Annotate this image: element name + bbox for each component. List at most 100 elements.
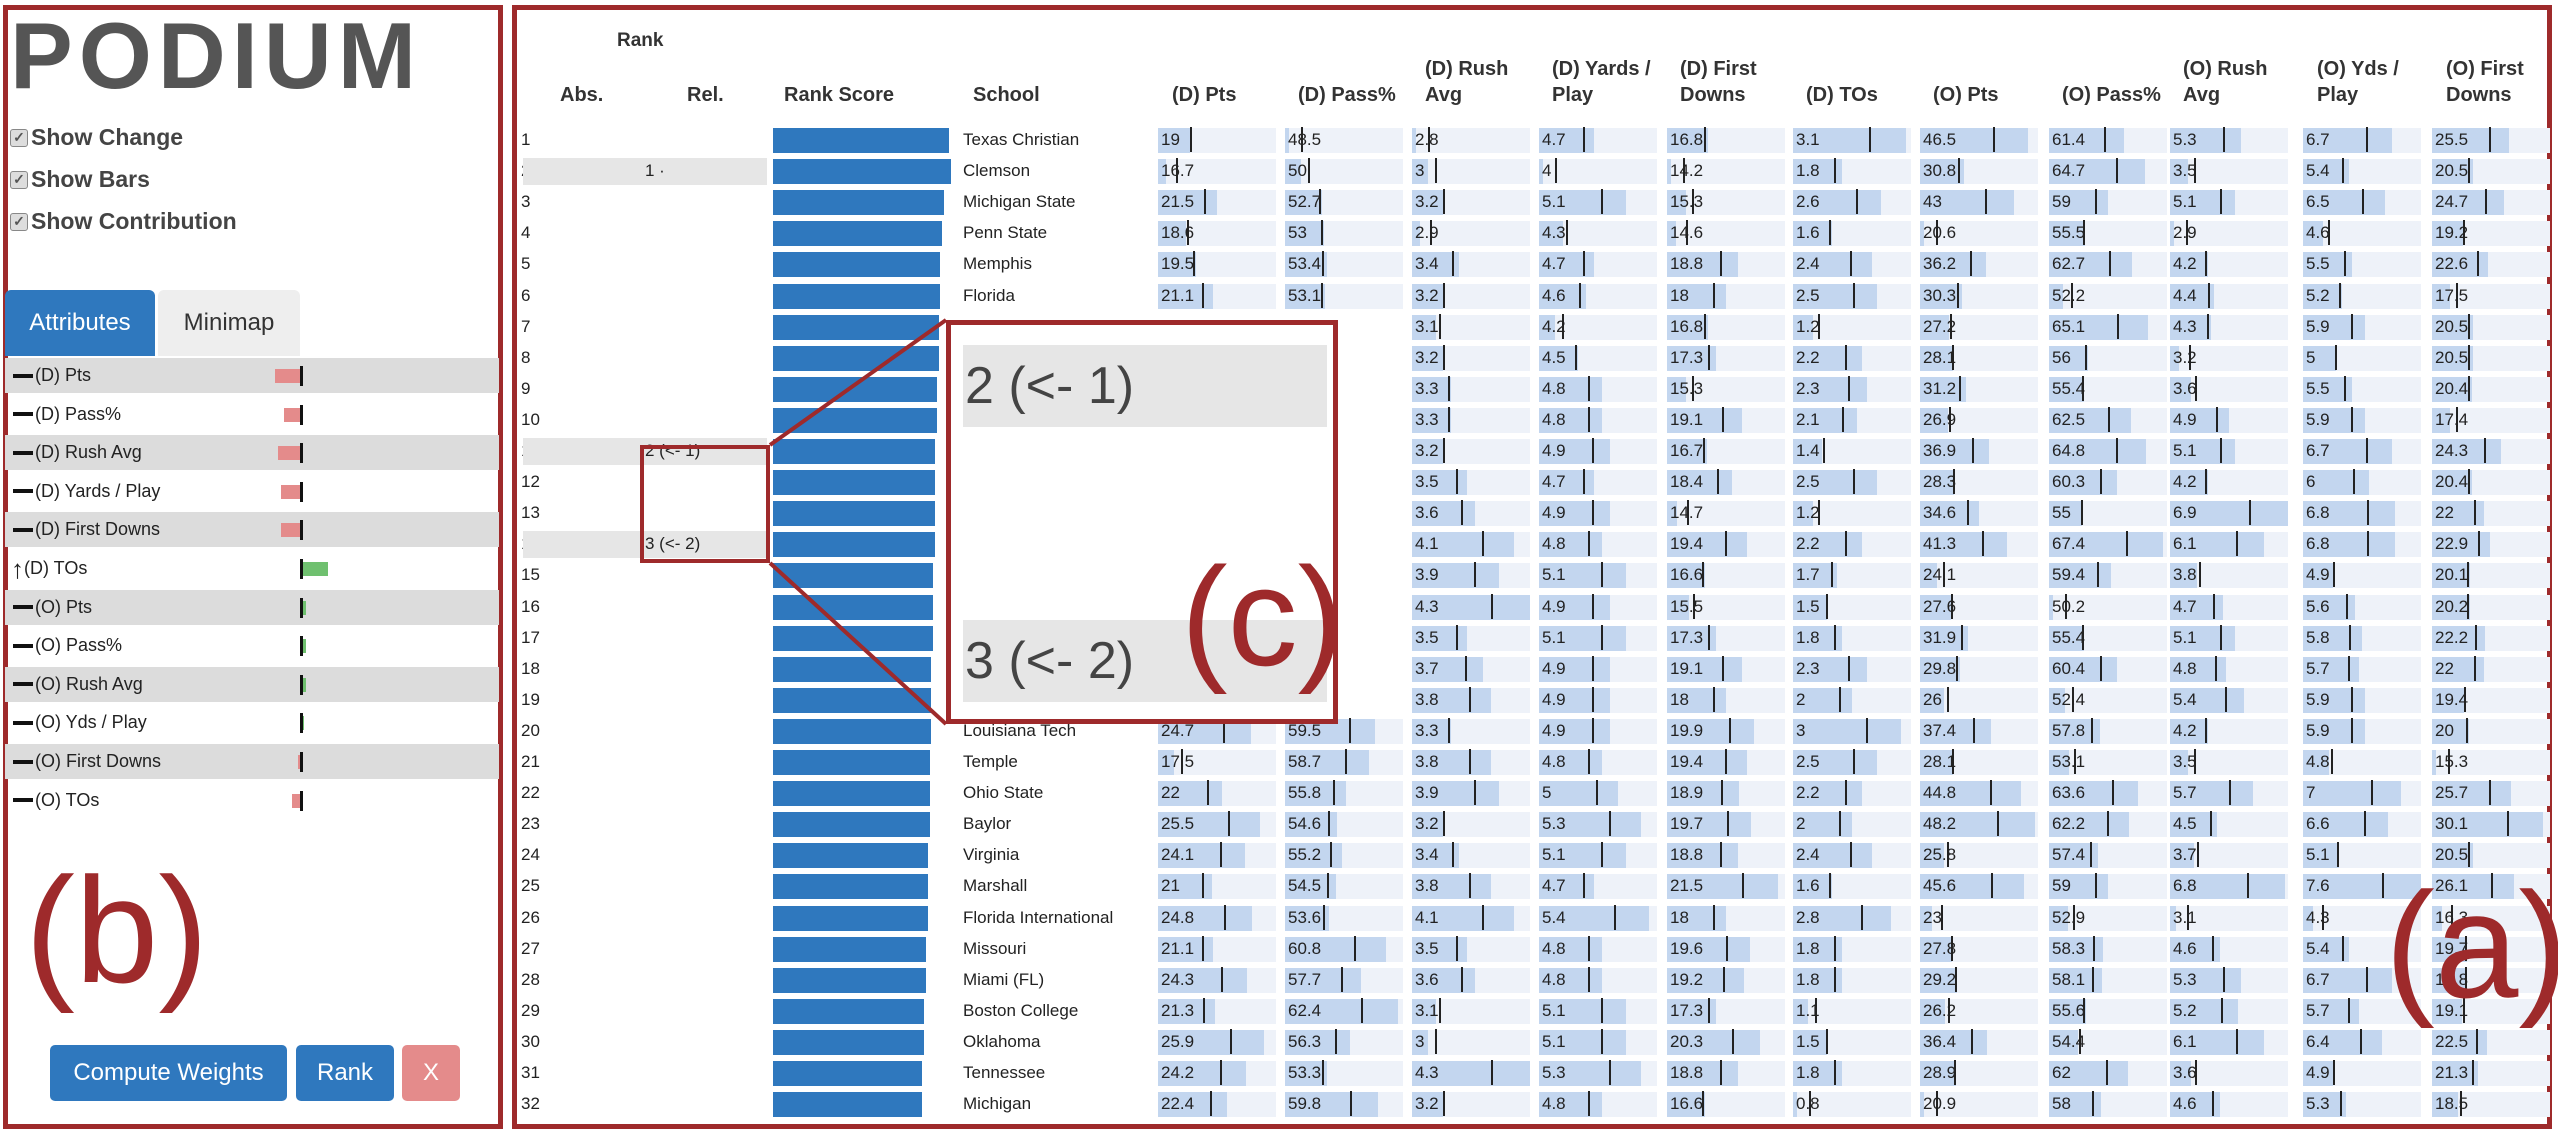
contribution-tick: [2474, 500, 2476, 526]
table-row[interactable]: 5 Memphis 19.5 53.4 3.4 4.7 18.8 2.4 36.2 62.7 4.2…: [515, 248, 2550, 279]
attribute-row[interactable]: (O) Pts: [5, 589, 499, 625]
checkbox-checked-icon[interactable]: ✓: [10, 212, 28, 231]
table-row[interactable]: 6 Florida 21.1 53.1 3.2 4.6 18 2.5 30.3 52.2 4.4 5.…: [515, 280, 2550, 311]
table-row[interactable]: 8 3.2 4.5 17.3 2.2 28.1 56 3.2 5 20.5: [515, 342, 2550, 373]
contribution-tick: [2100, 655, 2102, 681]
dash-icon[interactable]: [13, 798, 33, 803]
cell-value: 25.5: [2435, 130, 2469, 149]
contribution-tick: [2484, 438, 2486, 463]
column-header[interactable]: (D) Pass%: [1298, 84, 1396, 106]
column-header[interactable]: Rel.: [687, 84, 724, 106]
compute-weights-button[interactable]: Compute Weights: [50, 1045, 287, 1101]
contribution-tick: [2475, 624, 2477, 650]
table-row[interactable]: 3 Michigan State 21.5 52.7 3.2 5.1 15.3 2.6 43 59…: [515, 186, 2550, 217]
contribution-tick: [2126, 531, 2128, 557]
table-row[interactable]: 112 (<- 1)3.24.916.71.436.964.85.16.724.…: [515, 435, 2550, 466]
dash-icon[interactable]: [13, 489, 33, 494]
dash-icon[interactable]: [13, 643, 33, 648]
cell-value: 55.4: [2052, 627, 2086, 647]
dash-icon[interactable]: [13, 720, 33, 725]
attribute-row[interactable]: (O) Pass%: [5, 628, 499, 663]
cell-value: 41.3: [1923, 534, 1957, 554]
column-header[interactable]: (O) Pts: [1933, 84, 1999, 106]
contribution-tick: [1601, 562, 1603, 588]
contribution-tick: [2195, 375, 2197, 401]
attribute-label: (D) Rush Avg: [35, 442, 142, 463]
rel-rank: 3 (<- 2): [645, 534, 701, 554]
table-row[interactable]: 10 3.3 4.8 19.1 2.1 26.9 62.5 4.9 5.9 17.4: [515, 404, 2550, 435]
abs-rank: 16: [521, 596, 540, 616]
cell-value: 5.9: [2306, 316, 2330, 336]
cell-value: 3.6: [2173, 378, 2197, 398]
contribution-tick: [1428, 127, 1430, 152]
contribution-tick: [1443, 282, 1445, 308]
attribute-row[interactable]: (D) Pass%: [5, 397, 499, 432]
column-header[interactable]: (D) TOs: [1806, 84, 1878, 106]
table-row[interactable]: 7 3.1 4.2 16.8 1.2 27.2 65.1 4.3 5.9 20.5: [515, 311, 2550, 342]
table-row[interactable]: 20 Louisiana Tech 24.7 59.5 3.3 4.9 19.9 3 37.4 5…: [515, 715, 2550, 746]
attribute-row[interactable]: (O) Yds / Play: [5, 705, 499, 740]
cell-value-bar: [1793, 376, 1867, 402]
table-row[interactable]: 19 3.8 4.9 18 2 26 52.4 5.4 5.9 19.4: [515, 684, 2550, 715]
attribute-row[interactable]: (D) First Downs: [5, 512, 499, 548]
table-row[interactable]: 13 3.6 4.9 14.7 1.2 34.6 55 6.9 6.8 22: [515, 497, 2550, 528]
arrow-up-icon[interactable]: ↑: [11, 553, 24, 584]
attribute-row[interactable]: (O) Rush Avg: [5, 666, 499, 702]
table-row[interactable]: 9 3.3 4.8 15.3 2.3 31.2 55.4 3.6 5.5 20.4: [515, 373, 2550, 404]
tab-minimap[interactable]: Minimap: [158, 290, 300, 356]
dash-icon[interactable]: [13, 450, 33, 455]
contribution-tick: [2467, 562, 2469, 588]
zoom-rel-change-top: 2 (<- 1): [963, 345, 1327, 427]
attribute-row[interactable]: (O) TOs: [5, 783, 499, 818]
table-row[interactable]: 17 3.5 5.1 17.3 1.8 31.9 55.4 5.1 5.8 22.2: [515, 622, 2550, 653]
column-header[interactable]: (D) First Downs: [1680, 58, 1757, 106]
dash-icon[interactable]: [13, 759, 33, 764]
table-row[interactable]: 4 Penn State 18.6 53 2.9 4.3 14.6 1.6 20.6 55.5 2.…: [515, 217, 2550, 248]
column-header[interactable]: (O) Rush Avg: [2183, 58, 2268, 106]
dash-icon[interactable]: [13, 373, 33, 378]
cell-value: 2.4: [1796, 254, 1820, 274]
cell-value-bar: [2049, 563, 2111, 589]
contribution-tick: [2456, 282, 2458, 308]
table-row[interactable]: 15 3.9 5.1 16.6 1.7 24.1 59.4 3.8 4.9 20.1: [515, 559, 2550, 590]
attribute-row[interactable]: ↑ (D) TOs: [5, 551, 499, 586]
dash-icon[interactable]: [13, 682, 33, 687]
cell-value-bar: [1920, 252, 1986, 278]
column-header[interactable]: Rank Score: [784, 84, 895, 106]
column-header[interactable]: (D) Rush Avg: [1425, 58, 1509, 106]
table-row[interactable]: 12 3.5 4.7 18.4 2.5 28.3 60.3 4.2 6 20.4: [515, 466, 2550, 497]
cell-bar-track: [2049, 687, 2167, 713]
checkbox-checked-icon[interactable]: ✓: [10, 128, 28, 147]
cell-value-bar: [2432, 470, 2472, 496]
column-header[interactable]: School: [973, 84, 1040, 106]
column-header[interactable]: (O) Yds / Play: [2317, 58, 2399, 106]
table-row[interactable]: 18 3.7 4.9 19.1 2.3 29.8 60.4 4.8 5.7 22: [515, 653, 2550, 684]
table-row[interactable]: 16 4.3 4.9 15.5 1.5 27.6 50.2 4.7 5.6 20.2: [515, 591, 2550, 622]
clear-button[interactable]: X: [402, 1045, 460, 1101]
cell-value-bar: [1412, 376, 1451, 402]
contribution-tick: [1443, 189, 1445, 215]
contribution-tick: [1443, 344, 1445, 370]
checkbox-checked-icon[interactable]: ✓: [10, 170, 28, 189]
column-header[interactable]: (D) Pts: [1172, 84, 1237, 106]
column-header[interactable]: (O) Pass%: [2062, 84, 2161, 106]
column-header[interactable]: (D) Yards / Play: [1552, 58, 1651, 106]
show-contribution-option[interactable]: ✓ Show Contribution: [10, 208, 237, 235]
column-header[interactable]: Abs.: [560, 84, 604, 106]
tab-attributes[interactable]: Attributes: [5, 290, 155, 356]
table-row[interactable]: 143 (<- 2)4.14.819.42.241.367.46.16.822.…: [515, 528, 2550, 559]
contribution-tick: [1301, 127, 1303, 152]
show-bars-option[interactable]: ✓ Show Bars: [10, 166, 150, 193]
dash-icon[interactable]: [13, 605, 33, 610]
table-row[interactable]: 1 Texas Christian 19 48.5 2.8 4.7 16.8 3.1 46.5 6…: [515, 124, 2550, 155]
attribute-row[interactable]: (O) First Downs: [5, 744, 499, 779]
attribute-row[interactable]: (D) Yards / Play: [5, 474, 499, 509]
dash-icon[interactable]: [13, 412, 33, 417]
column-header[interactable]: (O) First Downs: [2446, 58, 2524, 106]
table-row[interactable]: 21 ·Clemson16.7503414.21.830.864.73.55.4…: [515, 155, 2550, 186]
dash-icon[interactable]: [13, 527, 33, 532]
attribute-row[interactable]: (D) Rush Avg: [5, 435, 499, 471]
attribute-row[interactable]: (D) Pts: [5, 358, 499, 393]
show-change-option[interactable]: ✓ Show Change: [10, 124, 183, 151]
rank-button[interactable]: Rank: [296, 1045, 394, 1101]
